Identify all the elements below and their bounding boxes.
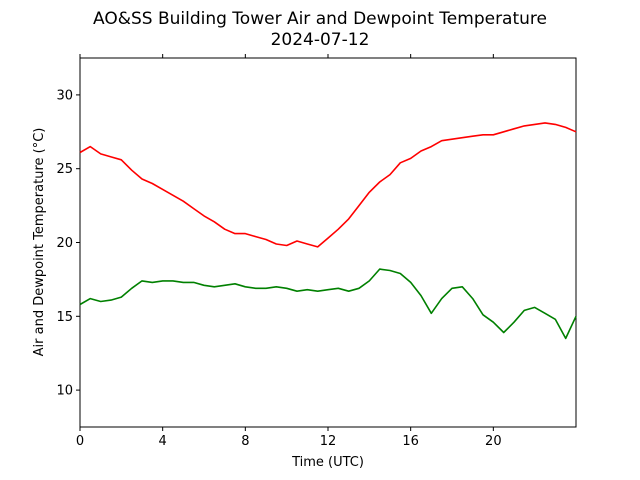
x-tick-label: 20: [485, 434, 502, 449]
x-tick-label: 8: [241, 434, 249, 449]
x-tick-label: 4: [159, 434, 167, 449]
x-axis-label: Time (UTC): [291, 455, 364, 470]
x-tick-label: 16: [402, 434, 419, 449]
chart-subtitle: 2024-07-12: [271, 30, 370, 50]
x-tick-label: 0: [76, 434, 84, 449]
dewpoint-temperature-line: [79, 268, 577, 340]
y-axis-label: Air and Dewpoint Temperature (°C): [32, 128, 47, 357]
series-layer: [79, 122, 577, 340]
y-axis: 10 15 20 25 30: [56, 88, 80, 399]
chart-title: AO&SS Building Tower Air and Dewpoint Te…: [93, 9, 547, 29]
y-tick-label: 15: [56, 310, 73, 325]
x-axis: 0 4 8 12 16 20: [76, 54, 502, 449]
y-tick-label: 10: [56, 384, 73, 399]
y-tick-label: 30: [56, 88, 73, 103]
x-tick-label: 12: [320, 434, 337, 449]
plot-frame: [79, 57, 577, 428]
y-tick-label: 25: [56, 162, 73, 177]
plot-area: 0 4 8 12 16 20 10 15 20 25 30: [56, 54, 577, 449]
y-tick-label: 20: [56, 236, 73, 251]
air-temperature-line: [79, 122, 577, 248]
